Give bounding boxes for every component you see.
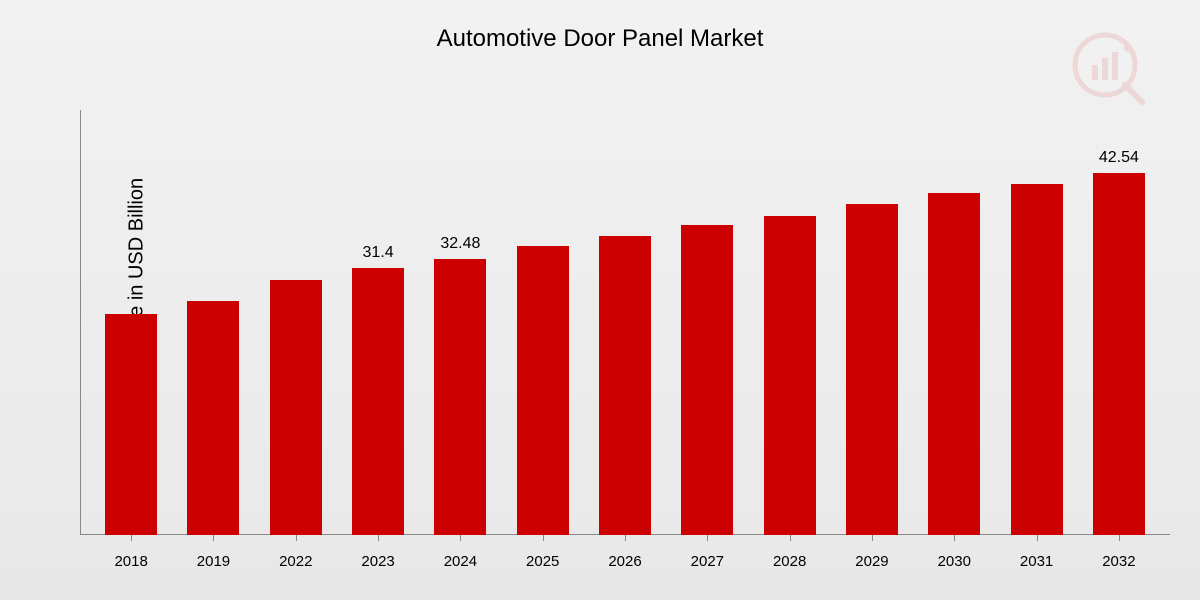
bar — [846, 204, 898, 536]
bar — [105, 314, 157, 535]
bar-value-label: 31.4 — [363, 244, 394, 262]
x-axis-labels: 2018201920222023202420252026202720282029… — [80, 553, 1170, 570]
bar-wrap: 31.4 — [337, 110, 419, 535]
x-axis-tick — [707, 535, 708, 541]
chart-plot-area: 31.4 32.48 42.54 — [80, 110, 1170, 535]
x-axis-label: 2025 — [502, 553, 584, 570]
bar-wrap — [749, 110, 831, 535]
x-axis-tick — [543, 535, 544, 541]
x-axis-label: 2032 — [1078, 553, 1160, 570]
x-axis-label: 2031 — [995, 553, 1077, 570]
x-axis-label: 2030 — [913, 553, 995, 570]
bar-wrap: 42.54 — [1078, 110, 1160, 535]
x-axis-label: 2029 — [831, 553, 913, 570]
bar-wrap — [913, 110, 995, 535]
bar-wrap — [172, 110, 254, 535]
bars-container: 31.4 32.48 42.54 — [80, 110, 1170, 535]
bar — [681, 225, 733, 535]
x-axis-tick — [213, 535, 214, 541]
x-axis-tick — [131, 535, 132, 541]
bar — [928, 193, 980, 535]
bar — [1093, 173, 1145, 535]
x-axis-label: 2028 — [749, 553, 831, 570]
x-axis-label: 2024 — [419, 553, 501, 570]
bar — [270, 280, 322, 535]
x-axis-label: 2022 — [255, 553, 337, 570]
x-axis-tick — [954, 535, 955, 541]
bar — [599, 236, 651, 535]
x-axis-tick — [296, 535, 297, 541]
bar-value-label: 32.48 — [440, 235, 480, 253]
x-axis-tick — [1037, 535, 1038, 541]
bar — [764, 216, 816, 535]
bar-value-label: 42.54 — [1099, 149, 1139, 167]
bar-wrap — [90, 110, 172, 535]
x-axis-tick — [460, 535, 461, 541]
x-axis-tick — [378, 535, 379, 541]
bar-wrap — [584, 110, 666, 535]
bar-wrap: 32.48 — [419, 110, 501, 535]
x-axis-label: 2018 — [90, 553, 172, 570]
bar — [434, 259, 486, 535]
x-axis-tick — [1119, 535, 1120, 541]
bar-wrap — [831, 110, 913, 535]
chart-title: Automotive Door Panel Market — [0, 25, 1200, 53]
x-axis-tick — [790, 535, 791, 541]
bar-wrap — [255, 110, 337, 535]
x-axis-tick — [625, 535, 626, 541]
bar — [1011, 184, 1063, 535]
bar-wrap — [502, 110, 584, 535]
x-axis-label: 2023 — [337, 553, 419, 570]
x-axis-label: 2027 — [666, 553, 748, 570]
x-axis-label: 2026 — [584, 553, 666, 570]
bar-wrap — [995, 110, 1077, 535]
bar — [352, 268, 404, 535]
x-axis-tick — [872, 535, 873, 541]
bar-wrap — [666, 110, 748, 535]
bar — [187, 301, 239, 535]
x-axis-label: 2019 — [172, 553, 254, 570]
bar — [517, 246, 569, 535]
